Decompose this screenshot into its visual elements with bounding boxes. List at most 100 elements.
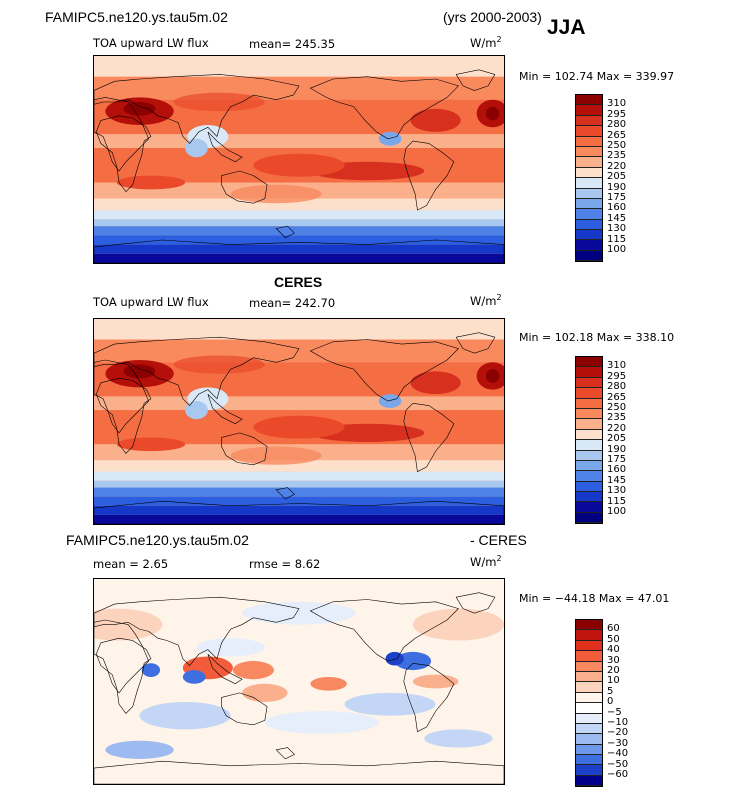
colorbar-box <box>576 367 602 378</box>
colorbar-tick-label: 310 <box>607 360 627 372</box>
colorbar-box <box>576 512 602 524</box>
panel3-minmax: Min = −44.18 Max = 47.01 <box>519 592 670 605</box>
colorbar-tick-label: 0 <box>607 696 614 708</box>
colorbar-tick-label: 50 <box>607 633 620 645</box>
panel2-mean: mean= 242.70 <box>249 296 336 310</box>
panel1-minmax: Min = 102.74 Max = 339.97 <box>519 70 675 83</box>
colorbar-box <box>576 388 602 399</box>
colorbar-tick-label: 20 <box>607 665 620 676</box>
colorbar-box <box>576 744 602 756</box>
panel2-minmax: Min = 102.18 Max = 338.10 <box>519 331 675 344</box>
colorbar-box <box>576 126 602 137</box>
colorbar-box <box>576 105 602 116</box>
colorbar-box <box>576 198 602 210</box>
colorbar-tick-label: 100 <box>607 244 627 255</box>
colorbar-tick-label: 205 <box>607 433 627 445</box>
colorbar-tick-label: 220 <box>607 422 627 434</box>
colorbar-tick-label: 60 <box>607 623 620 635</box>
colorbar-tick-label: −60 <box>607 769 629 780</box>
colorbar-tick-label: −50 <box>607 758 629 770</box>
case-name-title: FAMIPC5.ne120.ys.tau5m.02 <box>45 9 228 25</box>
colorbar-tick-label: 190 <box>607 181 627 193</box>
colorbar-tick-label: 40 <box>607 644 620 656</box>
colorbar-tick-label: 265 <box>607 391 627 403</box>
colorbar-box <box>576 157 602 168</box>
colorbar-box <box>576 178 602 189</box>
colorbar-tick-label: 295 <box>607 108 627 120</box>
colorbar-box <box>576 460 602 472</box>
panel2-map <box>93 318 505 525</box>
colorbar-tick-label: 30 <box>607 654 620 666</box>
colorbar-box <box>576 734 602 745</box>
colorbar-tick-label: 295 <box>607 370 627 382</box>
colorbar-box <box>576 723 602 735</box>
colorbar-box <box>576 471 602 482</box>
colorbar-box <box>576 188 602 199</box>
colorbar-box <box>576 250 602 262</box>
colorbar-box <box>576 713 602 724</box>
colorbar-tick-label: 190 <box>607 443 627 455</box>
colorbar-box <box>576 240 602 251</box>
panel3-rmse: rmse = 8.62 <box>249 557 321 571</box>
colorbar-box <box>576 167 602 179</box>
colorbar-tick-label: −5 <box>607 706 622 718</box>
panel3-mean: mean = 2.65 <box>93 557 169 571</box>
colorbar-box <box>576 492 602 503</box>
colorbar-box <box>576 703 602 714</box>
colorbar-tick-label: 310 <box>607 98 627 110</box>
colorbar-boxes <box>575 94 603 263</box>
years-label: (yrs 2000-2003) <box>443 9 542 25</box>
colorbar-tick-label: 280 <box>607 381 627 393</box>
colorbar-box <box>576 429 602 441</box>
colorbar-box <box>576 620 602 631</box>
colorbar-box <box>576 146 602 158</box>
colorbar-tick-label: 220 <box>607 160 627 172</box>
panel3-units: W/m2 <box>470 554 502 569</box>
colorbar-box <box>576 136 602 147</box>
colorbar-box <box>576 671 602 683</box>
colorbar-tick-label: 145 <box>607 474 627 486</box>
panel3-colorbar: 60 50 40 30 20 10 5 0 −5 −10 −20 −30 −40 −50 −60 <box>575 619 628 792</box>
panel2-colorbar: 310 295 280 265 250 235 220 205 190 175 160 145 130 1… <box>575 356 626 529</box>
colorbar-tick-label: 205 <box>607 171 627 183</box>
colorbar-box <box>576 440 602 451</box>
map-field <box>94 56 504 263</box>
colorbar-tick-label: 235 <box>607 412 627 424</box>
colorbar-boxes <box>575 619 603 788</box>
colorbar-tick-label: 130 <box>607 223 627 235</box>
colorbar-box <box>576 765 602 776</box>
colorbar-box <box>576 115 602 127</box>
colorbar-tick-label: 175 <box>607 192 627 203</box>
colorbar-box <box>576 419 602 430</box>
colorbar-tick-label: 145 <box>607 212 627 224</box>
colorbar-tick-label: 130 <box>607 485 627 497</box>
colorbar-tick-label: −40 <box>607 748 629 760</box>
panel3-title-left: FAMIPC5.ne120.ys.tau5m.02 <box>66 532 249 548</box>
panel1-map <box>93 55 505 264</box>
colorbar-box <box>576 661 602 672</box>
colorbar-box <box>576 377 602 389</box>
colorbar-box <box>576 775 602 787</box>
panel1-units: W/m2 <box>470 35 502 50</box>
colorbar-tick-label: 250 <box>607 402 627 413</box>
colorbar-tick-label: 280 <box>607 119 627 131</box>
colorbar-tick-label: 265 <box>607 129 627 141</box>
colorbar-tick-label: 235 <box>607 150 627 162</box>
panel2-units: W/m2 <box>470 293 502 308</box>
map-field <box>94 579 504 784</box>
panel3-map <box>93 578 505 785</box>
colorbar-box <box>576 682 602 693</box>
colorbar-box <box>576 651 602 662</box>
colorbar-box <box>576 230 602 241</box>
colorbar-tick-label: 10 <box>607 675 620 687</box>
colorbar-tick-label: 100 <box>607 506 627 517</box>
colorbar-tick-label: 160 <box>607 202 627 214</box>
colorbar-tick-label: 115 <box>607 233 627 245</box>
map-field <box>94 319 504 524</box>
colorbar-tick-label: 250 <box>607 140 627 151</box>
colorbar-tick-label: 160 <box>607 464 627 476</box>
panel2-variable: TOA upward LW flux <box>93 295 209 309</box>
panel2-title: CERES <box>274 274 323 290</box>
colorbar-tick-label: −30 <box>607 737 629 749</box>
colorbar-box <box>576 95 602 106</box>
